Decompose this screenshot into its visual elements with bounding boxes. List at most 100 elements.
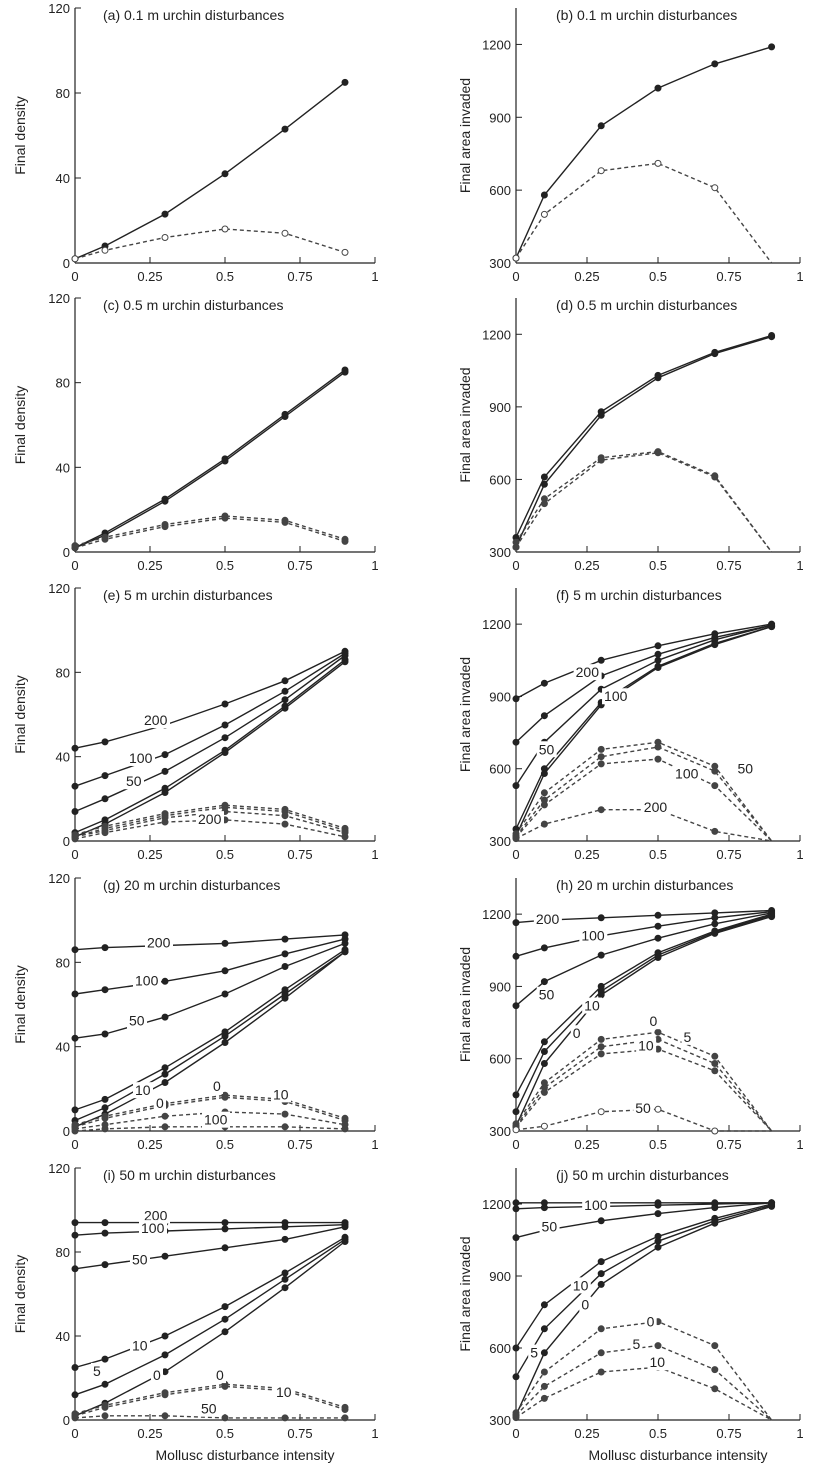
curve-label: 50 [539, 987, 555, 1003]
data-point [654, 922, 662, 930]
data-point [512, 835, 520, 843]
data-point [221, 990, 229, 998]
y-tick-label: 40 [56, 171, 70, 186]
data-point [161, 1079, 169, 1086]
data-point [71, 782, 79, 790]
curve-label-bg [681, 1028, 694, 1045]
series-line-4 [515, 914, 772, 1112]
data-point [711, 1060, 719, 1067]
series-line-1 [515, 911, 772, 957]
data-point [512, 738, 520, 746]
y-tick-label: 300 [489, 834, 511, 849]
x-tick-label: 0.75 [716, 1426, 741, 1441]
data-point [161, 1064, 169, 1072]
curve-label: 50 [539, 741, 555, 757]
data-point [341, 939, 349, 947]
data-point [161, 1412, 169, 1420]
data-point [512, 1373, 520, 1381]
data-point [512, 1126, 520, 1134]
data-point [101, 1104, 109, 1112]
curve-label: 50 [132, 1252, 148, 1268]
panel-title: (j) 50 m urchin disturbances [556, 1167, 729, 1183]
x-tick-label: 1 [371, 1137, 378, 1152]
curve-label-bg [130, 1251, 150, 1268]
y-tick-label: 120 [48, 581, 70, 596]
series-line-3 [74, 659, 346, 834]
data-point [341, 366, 349, 374]
curve-label-bg [142, 1207, 170, 1224]
series-line-6 [515, 1320, 773, 1421]
series-line-1 [74, 1224, 346, 1236]
series-line-9 [74, 1126, 346, 1132]
series-line-8 [74, 1415, 345, 1419]
x-tick-label: 1 [796, 558, 803, 573]
data-point [71, 1219, 79, 1227]
data-point [71, 1391, 79, 1399]
curve-label: 100 [141, 1220, 165, 1236]
curve-label-bg [91, 1362, 103, 1379]
data-point [654, 911, 662, 919]
y-tick-label: 0 [63, 1124, 70, 1139]
data-point [711, 1385, 719, 1393]
series-line-7 [515, 758, 773, 842]
data-point [597, 1258, 605, 1266]
y-tick-label: 900 [489, 110, 511, 125]
data-point [540, 210, 548, 218]
data-point [540, 1060, 548, 1067]
y-tick-label: 1200 [482, 37, 511, 52]
x-tick-label: 0.5 [216, 269, 234, 284]
x-tick-label: 0.25 [574, 1426, 599, 1441]
curve-label: 200 [144, 1208, 168, 1224]
panel-i: 0 40 80 120 0 0.25 0.5 0.75 1 (i) 50 m urchin dis… [12, 1161, 379, 1463]
series-line-3 [74, 949, 346, 1111]
data-point [654, 656, 662, 664]
x-tick-label: 1 [796, 269, 803, 284]
data-point [540, 944, 548, 952]
series-line-2 [515, 912, 772, 1007]
data-point [341, 535, 349, 543]
x-tick-label: 0.25 [137, 558, 162, 573]
curve-label: 100 [135, 973, 159, 989]
series-line-4 [74, 951, 346, 1122]
data-point [711, 60, 719, 68]
data-point [597, 1270, 605, 1278]
data-point [654, 755, 662, 763]
curve-label-bg [127, 1012, 147, 1029]
data-point [71, 1231, 79, 1239]
x-tick-label: 0 [512, 1137, 519, 1152]
data-point [654, 954, 662, 961]
panel-e: 0 40 80 120 0 0.25 0.5 0.75 1 (e) 5 m urchin dist… [12, 581, 379, 862]
data-point [654, 84, 662, 92]
x-tick-label: 0.75 [287, 847, 312, 862]
series-line-5 [515, 1205, 772, 1416]
data-point [711, 782, 719, 790]
x-tick-label: 1 [371, 1426, 378, 1441]
curve-label: 50 [129, 1013, 145, 1029]
data-point [540, 1382, 548, 1390]
data-point [654, 448, 662, 456]
curve-label-bg [133, 1082, 153, 1099]
data-point [71, 1034, 79, 1042]
panel-b: 300 600 900 1200 0 0.25 0.5 0.75 1 (b) 0.1 m urch… [457, 7, 804, 284]
data-point [281, 935, 289, 943]
curve-label-bg [647, 1013, 660, 1030]
data-point [597, 914, 605, 922]
data-point [540, 712, 548, 720]
y-tick-label: 1200 [482, 907, 511, 922]
series-line-4 [74, 1238, 346, 1396]
data-point [540, 1088, 548, 1096]
data-point [711, 1342, 719, 1350]
data-point [281, 950, 289, 958]
data-point [341, 833, 349, 841]
y-tick-label: 80 [56, 86, 70, 101]
series-line-5 [74, 951, 346, 1128]
x-tick-label: 0.75 [287, 1137, 312, 1152]
series-line-7 [74, 810, 346, 838]
x-axis-title: Mollusc disturbance intensity [589, 1447, 768, 1463]
data-point [101, 944, 109, 952]
curve-label-bg [602, 688, 631, 705]
series-line-8 [515, 1048, 773, 1132]
series-line-3 [515, 913, 772, 1096]
data-point [161, 495, 169, 503]
y-tick-label: 600 [489, 762, 511, 777]
